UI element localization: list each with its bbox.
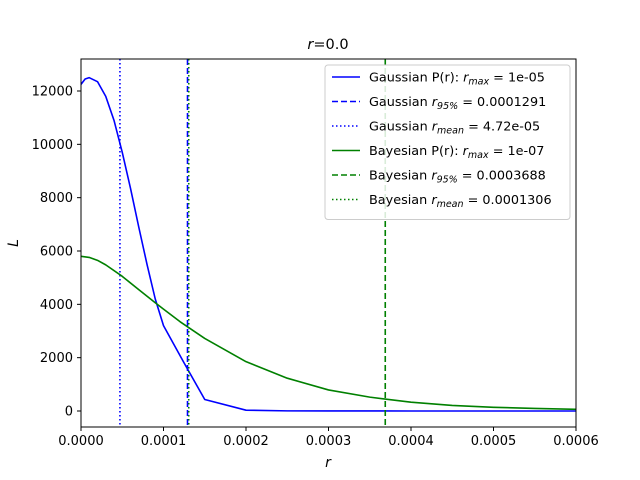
legend-item: Bayesian rmean = 0.0001306: [332, 193, 552, 210]
legend-label-subscript: 95%: [437, 175, 458, 186]
legend-label-value: = 0.0001291: [458, 95, 546, 110]
legend-box: [324, 64, 571, 220]
legend-label: Bayesian rmean = 0.0001306: [369, 193, 552, 210]
legend-label-prefix: Gaussian: [369, 95, 432, 110]
legend-label-value: = 1e-07: [489, 144, 545, 159]
legend-label-prefix: Gaussian P(r):: [369, 71, 463, 86]
x-tick-label: 0.0001: [141, 434, 187, 449]
legend-label-subscript: mean: [437, 199, 464, 210]
legend-label: Gaussian rmean = 4.72e-05: [369, 120, 540, 137]
legend-label: Gaussian r95% = 0.0001291: [369, 95, 546, 112]
legend-label-prefix: Bayesian: [369, 193, 431, 208]
legend-label-var: r: [431, 193, 437, 208]
legend-label-subscript: 95%: [437, 101, 458, 112]
y-axis-label: L: [6, 239, 22, 247]
series-line-3: [81, 255, 576, 411]
legend-label: Bayesian r95% = 0.0003688: [369, 169, 546, 186]
x-tick-label: 0.0003: [306, 434, 352, 449]
legend-label-var: r: [432, 95, 438, 110]
x-axis: 0.0000 0.0001 0.0002 0.0003 0.0004 0.0005 0.00…: [58, 427, 599, 449]
y-tick-label: 6000: [40, 245, 73, 260]
legend-item: Gaussian rmean = 4.72e-05: [332, 120, 540, 137]
y-tick-label: 4000: [40, 298, 73, 313]
legend-label-value: = 0.0003688: [458, 169, 546, 184]
x-tick-label: 0.0005: [471, 434, 517, 449]
chart-title-var: r: [307, 37, 314, 53]
legend-label: Bayesian P(r): rmax = 1e-07: [369, 144, 544, 161]
series-line-0: [81, 76, 576, 412]
legend-label-value: = 0.0001306: [464, 193, 552, 208]
legend-label-var: r: [431, 169, 437, 184]
y-tick-label: 12000: [32, 85, 73, 100]
legend-item: Bayesian P(r): rmax = 1e-07: [332, 144, 544, 161]
legend-label-var: r: [463, 71, 469, 86]
legend-label-var: r: [463, 144, 469, 159]
legend-label-subscript: max: [468, 150, 489, 161]
legend-label-var: r: [432, 120, 438, 135]
chart-title-rest: =0.0: [313, 37, 348, 53]
y-tick-label: 10000: [32, 138, 73, 153]
legend-item: Gaussian P(r): rmax = 1e-05: [332, 71, 545, 88]
legend-label-prefix: Gaussian: [369, 120, 432, 135]
legend-item: Bayesian r95% = 0.0003688: [332, 169, 546, 186]
x-tick-label: 0.0000: [58, 434, 104, 449]
legend-label-value: = 4.72e-05: [464, 120, 540, 135]
y-tick-label: 2000: [40, 351, 73, 366]
legend-label-prefix: Bayesian P(r):: [369, 144, 463, 159]
x-tick-label: 0.0006: [553, 434, 599, 449]
series-layer: [81, 59, 576, 427]
legend-label: Gaussian P(r): rmax = 1e-05: [369, 71, 545, 88]
y-axis: 0 2000 4000 6000 8000 10000 12000: [32, 85, 81, 420]
chart-title: r=0.0: [307, 37, 348, 53]
legend-item: Gaussian r95% = 0.0001291: [332, 95, 546, 112]
legend-label-prefix: Bayesian: [369, 169, 431, 184]
legend-label-subscript: max: [468, 77, 489, 88]
y-tick-label: 8000: [40, 191, 73, 206]
legend-label-value: = 1e-05: [489, 71, 545, 86]
legend-label-subscript: mean: [437, 126, 464, 137]
x-tick-label: 0.0002: [223, 434, 269, 449]
y-tick-label: 0: [65, 405, 73, 420]
x-tick-label: 0.0004: [388, 434, 434, 449]
x-axis-label: r: [325, 455, 332, 471]
